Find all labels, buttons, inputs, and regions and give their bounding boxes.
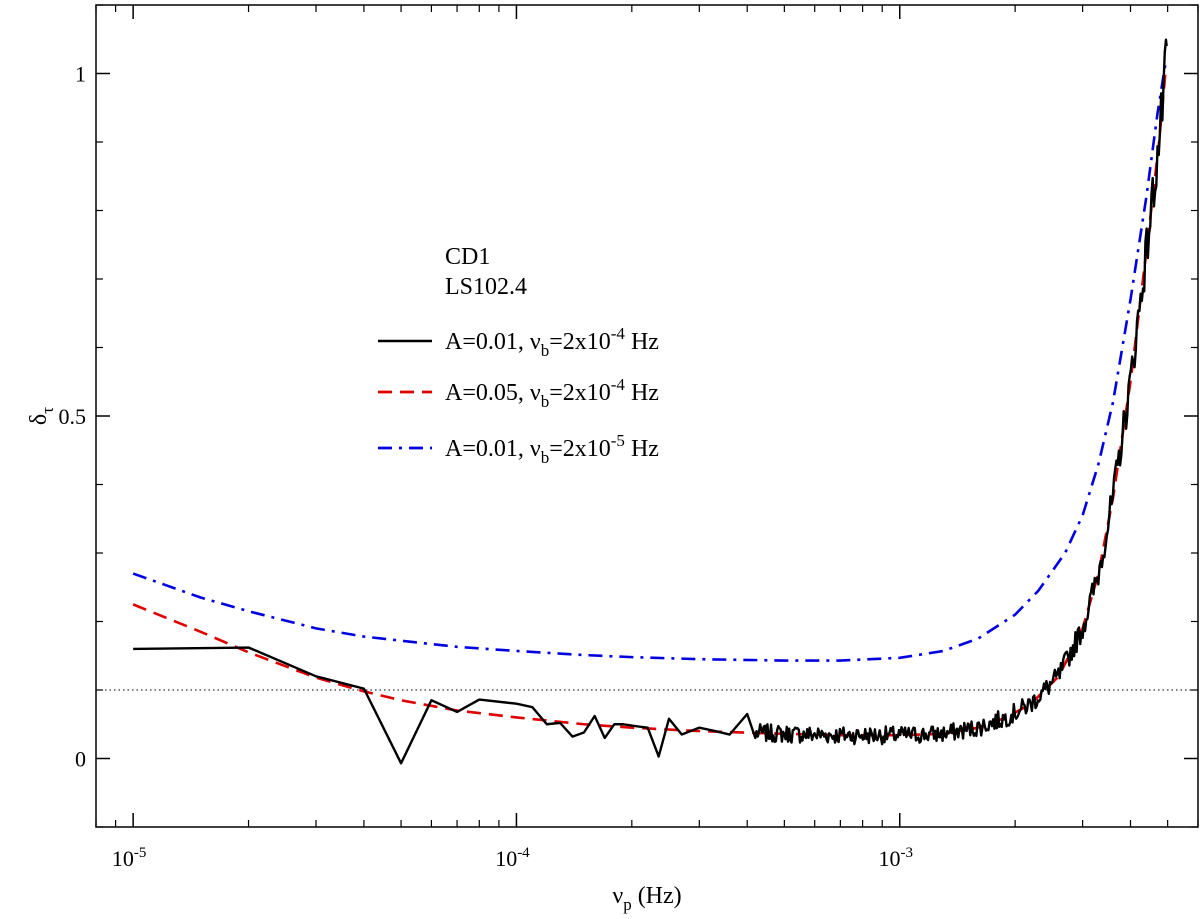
legend-label-part: =2x10	[549, 329, 611, 355]
y-tick-label: 1	[75, 62, 86, 87]
legend-label-sup: -4	[611, 375, 626, 394]
legend-label-3: A=0.01, νb=2x10-5 Hz	[445, 431, 659, 467]
legend-label-sub: b	[541, 392, 550, 411]
y-axis-label-sub: τ	[38, 407, 57, 414]
y-tick-label: 0.5	[59, 404, 87, 429]
legend-label-part: =2x10	[549, 436, 611, 462]
legend-label-sub: b	[541, 341, 550, 360]
x-tick-label-base: 10	[495, 846, 517, 871]
legend-label-part: Hz	[625, 380, 659, 406]
legend-label-1: A=0.01, νb=2x10-4 Hz	[445, 324, 659, 360]
y-tick-label: 0	[75, 747, 86, 772]
y-axis-label-main: δ	[26, 414, 52, 425]
legend-label-part: A=0.05, ν	[445, 380, 541, 406]
x-tick-label-exponent: -5	[134, 845, 147, 861]
legend-label-part: Hz	[625, 436, 659, 462]
x-axis-label-unit: (Hz)	[638, 883, 682, 909]
series-layer	[132, 38, 1168, 765]
legend-label-sup: -4	[611, 324, 626, 343]
legend-label-part: A=0.01, ν	[445, 329, 541, 355]
series-line-3	[132, 59, 1168, 662]
x-tick-label-exponent: -3	[900, 845, 913, 861]
legend-label-part: A=0.01, ν	[445, 436, 541, 462]
x-axis-label-main: ν	[612, 883, 623, 909]
x-tick-label: 10-5	[112, 845, 147, 871]
x-axis-label-sub: p	[623, 895, 632, 914]
legend-label-sub: b	[541, 448, 550, 467]
x-tick-label-base: 10	[112, 846, 134, 871]
legend-label-2: A=0.05, νb=2x10-4 Hz	[445, 375, 659, 411]
y-axis-label: δτ	[26, 407, 57, 425]
series-line-1	[133, 38, 1168, 765]
legend-label-part: =2x10	[549, 380, 611, 406]
legend-title-2: LS102.4	[445, 274, 527, 300]
legend-label-sup: -5	[611, 431, 625, 450]
legend-label-part: Hz	[625, 329, 659, 355]
x-tick-label: 10-4	[495, 845, 530, 871]
x-tick-label-exponent: -4	[517, 845, 530, 861]
ticks-layer: 10-5 10-4 10-300.51	[59, 4, 1199, 871]
x-tick-label: 10-3	[878, 845, 913, 871]
x-axis-label: νp (Hz)	[612, 883, 681, 914]
x-tick-label-base: 10	[878, 846, 900, 871]
legend-title-1: CD1	[445, 244, 490, 270]
